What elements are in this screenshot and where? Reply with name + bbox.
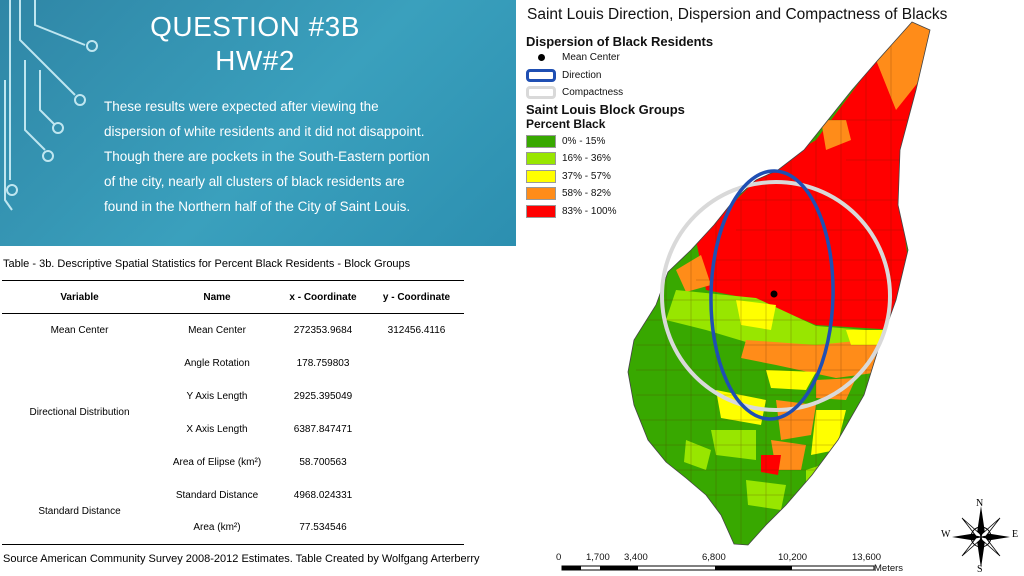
title-line-1: QUESTION #3B [150,11,360,42]
legend-label: Direction [562,69,602,81]
cell-variable: Mean Center [50,324,109,336]
cell-x: 77.534546 [277,511,369,545]
cell-y [369,380,464,413]
legend-class-83-100: 83% - 100% [526,203,713,221]
scale-tick-label: 1,700 [586,552,610,563]
swatch [526,134,556,148]
cell-name: Y Axis Length [186,390,248,402]
legend-label: Mean Center [562,52,620,64]
table-source: Source American Community Survey 2008-20… [3,553,480,565]
scale-unit: Meters [874,563,904,574]
table-row: Directional Distribution Angle Rotation … [2,347,464,419]
compactness-circle [660,180,892,412]
stats-table: Variable Name x - Coordinate y - Coordin… [2,280,464,545]
slide-title: QUESTION #3B HW#2 [100,10,410,78]
cell-y [369,446,464,479]
col-header-variable: Variable [2,280,157,314]
direction-ellipse [709,169,835,421]
table-row: Mean Center Mean Center 272353.9684 3124… [2,314,464,347]
legend-label: 83% - 100% [562,205,617,217]
legend-item-mean-center: Mean Center [526,49,713,67]
swatch [526,204,556,218]
legend-heading-block-groups: Saint Louis Block Groups [526,101,685,117]
table-row: X Axis Length 6387.847471 [2,413,464,446]
col-header-y: y - Coordinate [369,280,464,314]
cell-x: 4968.024331 [293,489,353,501]
table-row: Y Axis Length 2925.395049 [2,380,464,413]
direction-symbol [526,68,556,82]
city-map [627,21,931,546]
circuit-decoration [4,0,98,211]
legend-label: 37% - 57% [562,170,611,182]
compactness-symbol [526,86,556,100]
legend-class-58-82: 58% - 82% [526,185,713,203]
compass-w: W [941,529,951,540]
compass-n: N [976,498,984,509]
legend-label: Compactness [562,87,624,99]
cell-x: 2925.395049 [293,390,353,402]
swatch [526,152,556,166]
scale-tick-label: 3,400 [624,552,648,563]
scale-tick-label: 10,200 [778,552,808,563]
cell-name: Angle Rotation [184,357,250,369]
compass-s: S [977,564,983,575]
cell-x: 6387.847471 [293,423,353,435]
legend-label: 58% - 82% [562,188,611,200]
legend-item-direction: Direction [526,67,713,85]
map-title: Saint Louis Direction, Dispersion and Co… [527,6,948,23]
legend-heading-dispersion: Dispersion of Black Residents [526,34,714,49]
legend-item-compactness: Compactness [526,84,713,102]
map-legend: Dispersion of Black Residents Mean Cente… [526,34,713,220]
legend-label: 16% - 36% [562,153,611,165]
table-caption: Table - 3b. Descriptive Spatial Statisti… [3,258,411,270]
header-panel: QUESTION #3B HW#2 These results were exp… [0,0,516,246]
table-row: Area of Elipse (km²) 58.700563 [2,446,464,479]
legend-class-37-57: 37% - 57% [526,168,713,186]
cell-y [369,413,464,446]
cell-variable: Standard Distance [2,478,157,545]
cell-name: Area of Elipse (km²) [172,456,262,468]
north-arrow: N S W E [940,498,1022,576]
cell-name: X Axis Length [186,423,248,435]
swatch [526,169,556,183]
scale-tick-label: 13,600 [852,552,882,563]
swatch [526,187,556,201]
body-paragraph: These results were expected after viewin… [104,99,430,214]
cell-y [369,347,464,380]
cell-name: Area (km²) [157,511,277,545]
table-row: Standard Distance Standard Distance 4968… [2,478,464,545]
cell-variable: Directional Distribution [29,407,130,418]
legend-class-16-36: 16% - 36% [526,150,713,168]
col-header-name: Name [157,280,277,314]
legend-label: 0% - 15% [562,135,606,147]
mean-center-symbol [526,54,556,62]
scale-bar-graphic [561,565,875,571]
cell-y: 312456.4116 [387,324,446,336]
table-row: Area (km²) 77.534546 [2,511,464,545]
legend-heading-percent-black: Percent Black [526,116,606,131]
cell-y [369,479,464,512]
cell-x: 178.759803 [296,357,350,369]
scale-bar: 0 1,700 3,400 6,800 10,200 13,600 Meters [556,552,903,576]
cell-name: Standard Distance [175,489,259,501]
compass-rose-icon [952,506,1010,568]
scale-tick-label: 0 [556,552,562,563]
scale-tick-label: 6,800 [702,552,726,563]
compass-e: E [1012,529,1019,540]
cell-name: Mean Center [188,324,246,336]
cell-y [369,511,464,545]
col-header-x: x - Coordinate [277,280,369,314]
legend-class-0-15: 0% - 15% [526,133,713,151]
cell-x: 272353.9684 [293,324,353,336]
cell-x: 58.700563 [299,456,347,468]
mean-center-point [770,290,778,298]
title-line-2: HW#2 [215,45,295,76]
